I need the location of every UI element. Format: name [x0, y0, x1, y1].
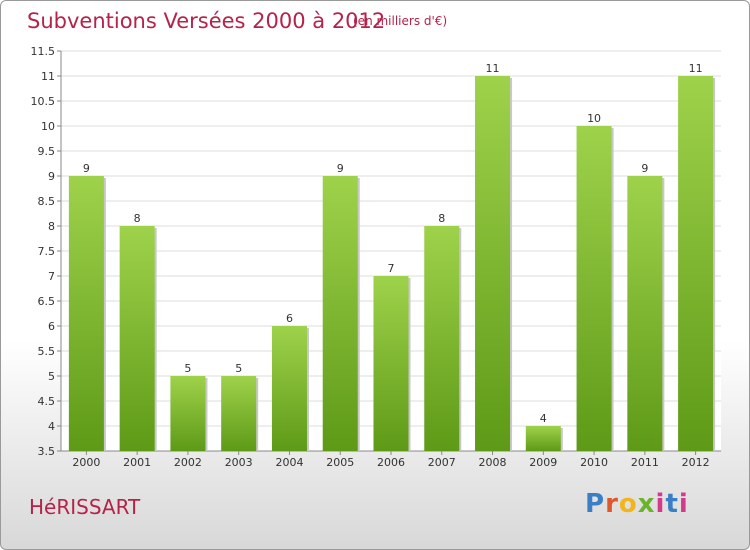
bar [322, 176, 358, 451]
bar-value-label: 10 [587, 112, 601, 125]
y-tick-label: 6.5 [38, 295, 56, 308]
y-tick-label: 5.5 [38, 345, 56, 358]
bar-value-label: 8 [438, 212, 445, 225]
bar-value-label: 6 [286, 312, 293, 325]
data-labels: 9 8 5 5 6 9 7 8 11 4 10 9 11 [83, 62, 703, 425]
bar [475, 76, 511, 451]
x-tick-label: 2010 [580, 456, 608, 469]
x-tick-label: 2011 [631, 456, 659, 469]
x-tick-label: 2005 [326, 456, 354, 469]
x-tick-label: 2008 [479, 456, 507, 469]
bar-value-label: 5 [235, 362, 242, 375]
axes: 3.5 4 4.5 5 5.5 6 6.5 7 7.5 8 8.5 9 9.5 10 10.5 11 11.5 2… [31, 45, 721, 469]
bar [576, 126, 612, 451]
y-tick-label: 11 [41, 70, 55, 83]
bar [525, 426, 561, 451]
bar [271, 326, 307, 451]
bar-value-label: 7 [388, 262, 395, 275]
bar-value-label: 11 [486, 62, 500, 75]
y-tick-label: 10 [41, 120, 55, 133]
x-tick-label: 2000 [72, 456, 100, 469]
bar [119, 226, 155, 451]
bar-value-label: 9 [337, 162, 344, 175]
y-tick-label: 3.5 [38, 445, 56, 458]
bar [68, 176, 104, 451]
bar-value-label: 9 [641, 162, 648, 175]
y-tick-label: 9 [48, 170, 55, 183]
bar-value-label: 4 [540, 412, 547, 425]
y-tick-label: 4 [48, 420, 55, 433]
chart-subtitle: (en milliers d'€) [353, 14, 448, 28]
y-tick-label: 11.5 [31, 45, 56, 58]
y-tick-label: 7.5 [38, 245, 56, 258]
bar-value-label: 11 [689, 62, 703, 75]
bar [627, 176, 663, 451]
town-name: HéRISSART [29, 495, 141, 519]
bar [170, 376, 206, 451]
bar [221, 376, 257, 451]
y-tick-label: 7 [48, 270, 55, 283]
bar [678, 76, 714, 451]
y-tick-label: 10.5 [31, 95, 56, 108]
x-tick-label: 2001 [123, 456, 151, 469]
x-tick-label: 2007 [428, 456, 456, 469]
bar [424, 226, 460, 451]
bar-value-label: 9 [83, 162, 90, 175]
y-tick-label: 6 [48, 320, 55, 333]
x-tick-label: 2006 [377, 456, 405, 469]
proxiti-logo[interactable]: Proxiti [585, 489, 689, 519]
bars [68, 76, 716, 451]
y-tick-label: 9.5 [38, 145, 56, 158]
chart-title: Subventions Versées 2000 à 2012 [27, 9, 386, 33]
x-tick-label: 2009 [529, 456, 557, 469]
y-tick-label: 8.5 [38, 195, 56, 208]
x-tick-label: 2002 [174, 456, 202, 469]
x-tick-label: 2003 [225, 456, 253, 469]
y-tick-label: 4.5 [38, 395, 56, 408]
y-tick-label: 8 [48, 220, 55, 233]
bar-value-label: 8 [134, 212, 141, 225]
x-tick-label: 2012 [682, 456, 710, 469]
x-tick-label: 2004 [275, 456, 303, 469]
y-tick-label: 5 [48, 370, 55, 383]
bar-value-label: 5 [184, 362, 191, 375]
bar [373, 276, 409, 451]
